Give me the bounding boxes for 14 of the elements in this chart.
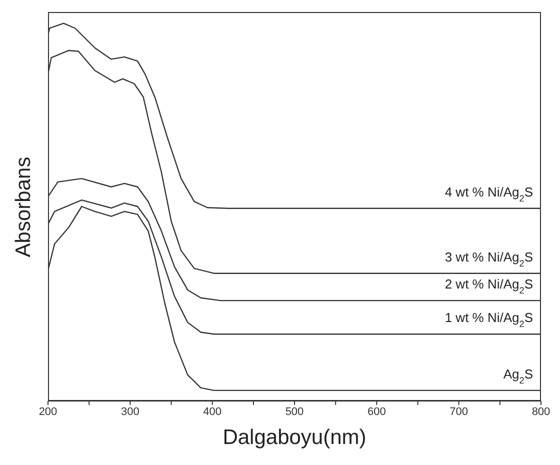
- x-tick-label: 700: [450, 406, 468, 418]
- series-label: 2 wt % Ni/Ag$_{2}$S: [444, 276, 534, 296]
- x-tick-label: 200: [38, 406, 58, 418]
- x-tick-label: 800: [532, 406, 550, 418]
- series-label: 4 wt % Ni/Ag$_{2}$S: [444, 184, 534, 204]
- x-tick-label: 500: [285, 406, 304, 418]
- x-tick-label: 300: [120, 406, 140, 418]
- x-axis-title: Dalgaboyu(nm): [222, 426, 366, 449]
- x-tick-label: 600: [367, 406, 386, 418]
- x-tick-label: 400: [203, 406, 222, 418]
- y-axis-title: Absorbans: [12, 156, 36, 257]
- series-label: 3 wt % Ni/Ag$_{2}$S: [444, 249, 534, 268]
- series-label: Ag$_{2}$S: [503, 366, 534, 386]
- series-label: 1 wt % Ni/Ag$_{2}$S: [444, 310, 534, 330]
